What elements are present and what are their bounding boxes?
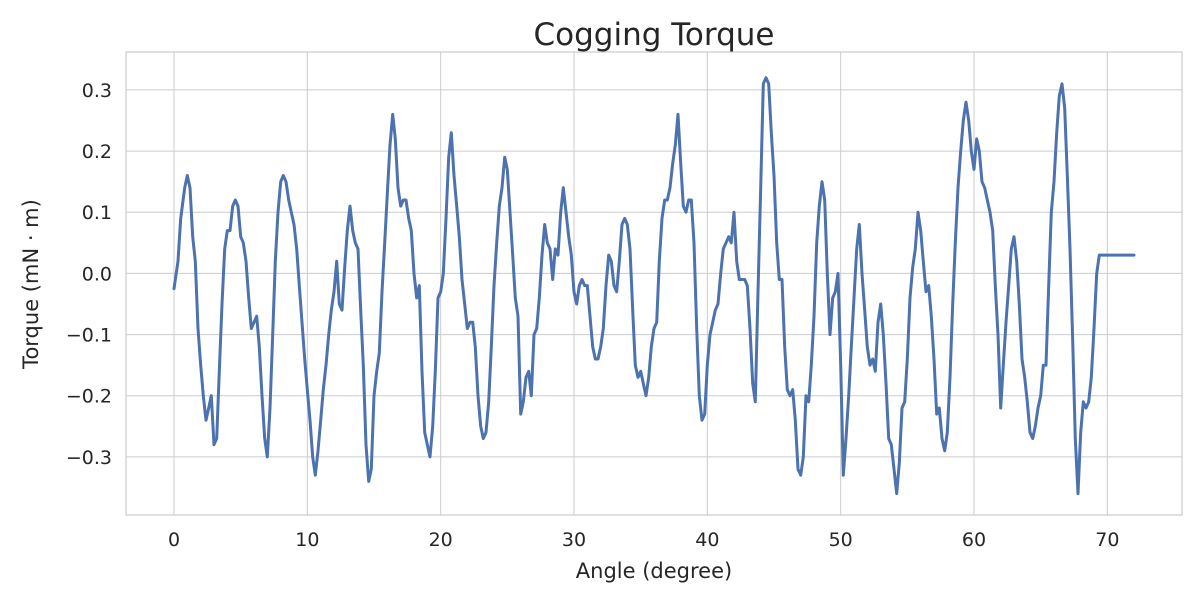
x-tick-label: 0 (168, 529, 180, 551)
x-tick-label: 20 (429, 529, 453, 551)
chart-title: Cogging Torque (534, 17, 775, 53)
y-axis-label: Torque (mN · m) (19, 199, 43, 370)
y-tick-label: −0.3 (66, 447, 112, 469)
y-tick-label: 0.2 (82, 141, 112, 163)
y-tick-labels: −0.3 −0.2 −0.1 0.0 0.1 0.2 0.3 (66, 80, 112, 469)
x-tick-labels: 0 10 20 30 40 50 60 70 (168, 529, 1119, 551)
x-tick-label: 60 (962, 529, 986, 551)
torque-series-line (172, 76, 1136, 496)
y-tick-label: −0.1 (66, 325, 112, 347)
x-tick-label: 50 (829, 529, 853, 551)
y-tick-label: 0.0 (82, 263, 112, 285)
plot-frame (125, 51, 1183, 516)
x-tick-label: 40 (695, 529, 719, 551)
x-tick-label: 10 (295, 529, 319, 551)
x-axis-label: Angle (degree) (576, 559, 732, 583)
series-layer (172, 76, 1136, 496)
x-tick-label: 70 (1095, 529, 1119, 551)
y-tick-label: 0.1 (82, 202, 112, 224)
y-tick-label: −0.2 (66, 386, 112, 408)
y-tick-label: 0.3 (82, 80, 112, 102)
x-tick-label: 30 (562, 529, 586, 551)
